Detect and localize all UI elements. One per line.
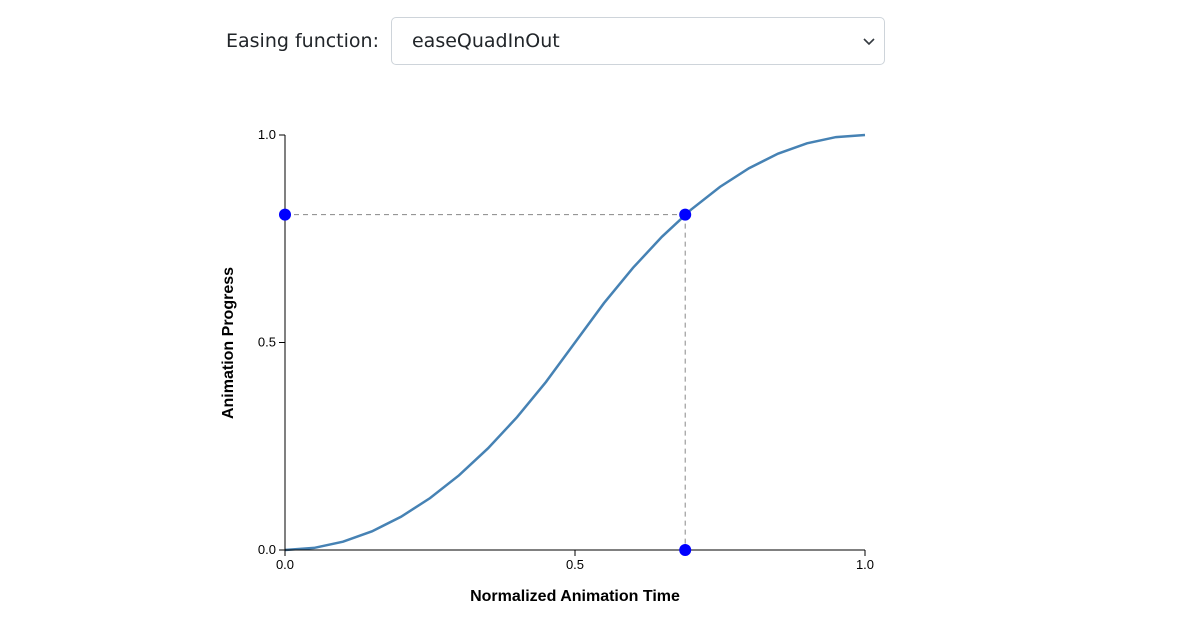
x-tick-label: 0.5 — [566, 557, 584, 572]
easing-curve — [284, 133, 866, 552]
y-axis-title: Animation Progress — [220, 267, 237, 419]
easing-control: Easing function: easeQuadInOut — [226, 17, 885, 65]
y-tick-label: 0.5 — [258, 335, 276, 350]
chevron-down-icon — [863, 38, 875, 46]
markers — [279, 208, 692, 556]
easing-select[interactable]: easeQuadInOut — [390, 17, 885, 65]
guide-lines — [285, 214, 686, 550]
y-tick-label: 1.0 — [258, 127, 276, 142]
x-axis-marker — [679, 544, 692, 556]
easing-label: Easing function: — [226, 30, 379, 52]
curve-marker — [679, 208, 692, 221]
y-tick-label: 0.0 — [258, 542, 276, 557]
x-tick-label: 0.0 — [276, 557, 294, 572]
easing-select-value: easeQuadInOut — [411, 30, 560, 52]
x-tick-label: 1.0 — [856, 557, 874, 572]
y-axis-marker — [279, 208, 291, 221]
axes: 0.0 0.5 1.0 0.0 0.5 1.0 — [258, 127, 874, 572]
x-axis-title: Normalized Animation Time — [470, 588, 680, 605]
